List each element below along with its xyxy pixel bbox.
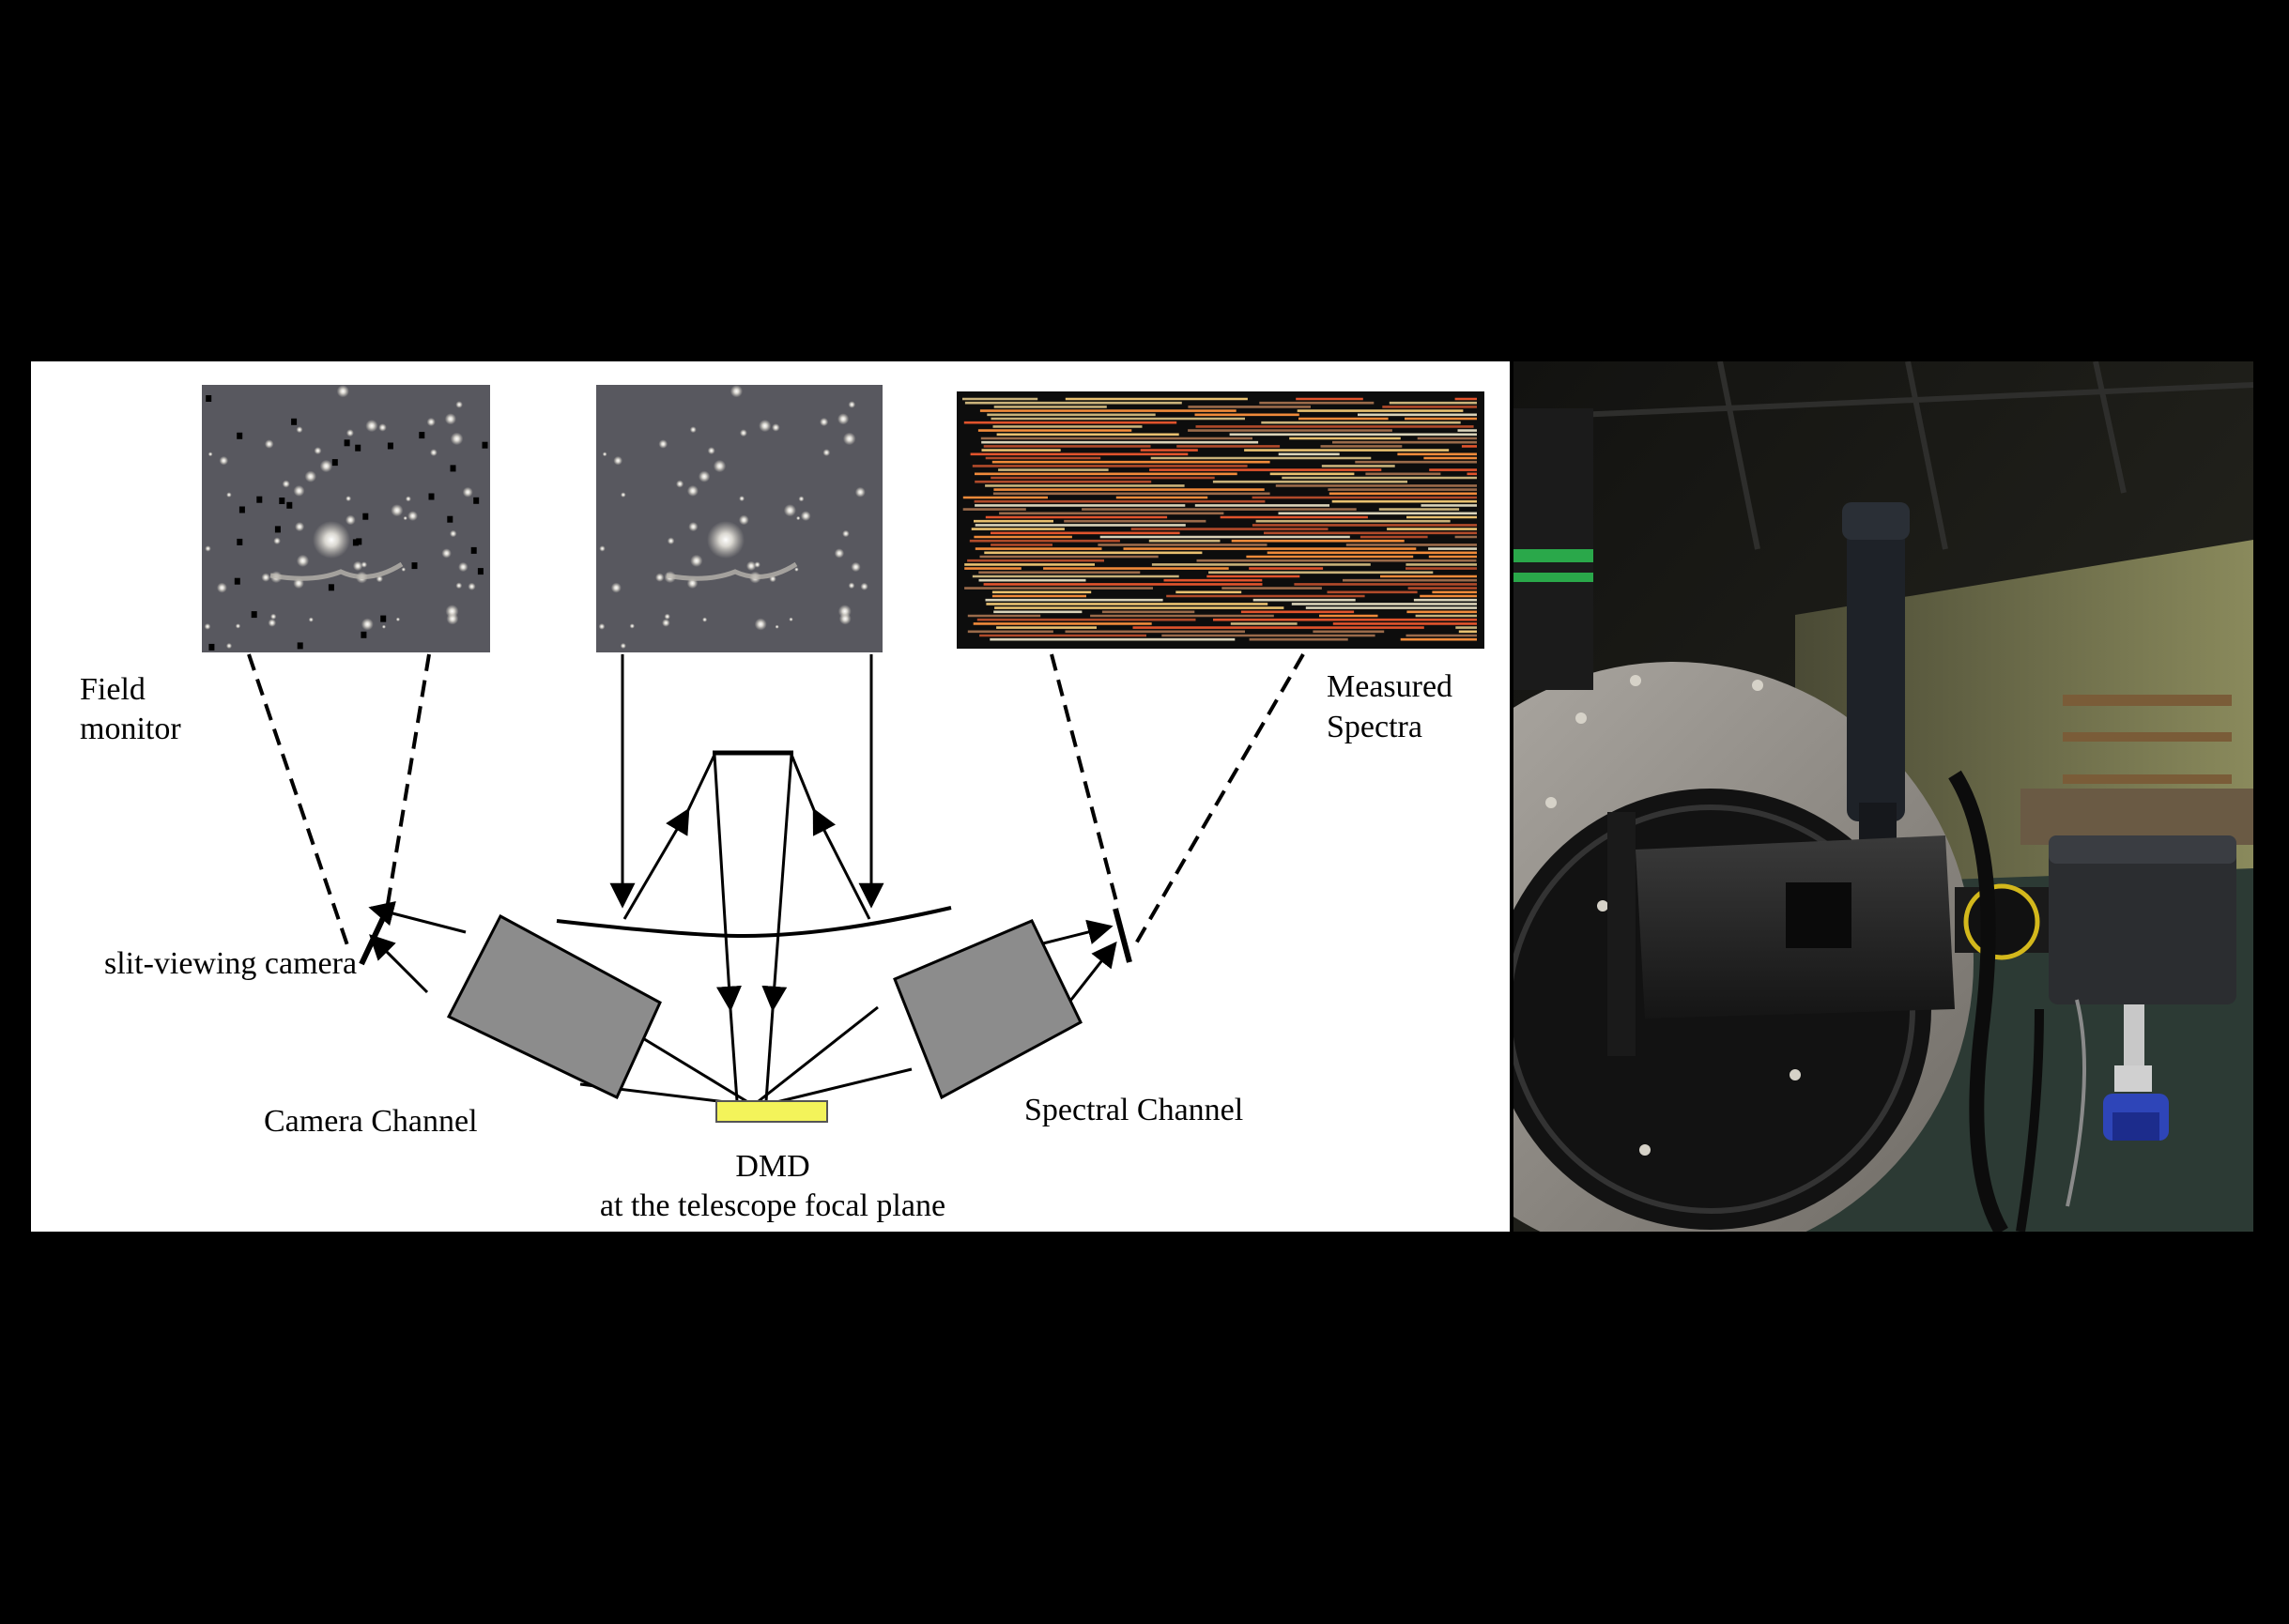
- dmd-label: DMD: [735, 1149, 810, 1184]
- dmd-rectangle: [715, 1100, 828, 1123]
- primary-mirror: [556, 906, 952, 939]
- field-monitor-label-line1: Field: [80, 672, 146, 707]
- measured-spectra-label-line2: Spectra: [1327, 710, 1422, 744]
- measured-spectra-label-line1: Measured: [1327, 669, 1453, 704]
- spectral-channel-box: [893, 919, 1083, 1100]
- measured-spectra-image: [957, 391, 1484, 649]
- optical-diagram: Field monitor Measured Spectra slit-view…: [31, 361, 1510, 1232]
- field-monitor-dashed-lines: [247, 653, 431, 949]
- diagram-drawing: [202, 385, 1484, 1123]
- dmd-focal-plane-label: at the telescope focal plane: [599, 1188, 946, 1223]
- telescope-field-image: [596, 385, 883, 652]
- field-monitor-label-line2: monitor: [80, 712, 181, 746]
- field-monitor-image: [202, 385, 490, 652]
- slit-viewing-camera-label: slit-viewing camera: [104, 946, 358, 981]
- camera-channel-label: Camera Channel: [264, 1104, 478, 1139]
- instrument-photo: [1513, 361, 2253, 1232]
- spectral-channel-label: Spectral Channel: [1024, 1093, 1244, 1127]
- slit-viewing-mirror: [359, 902, 392, 966]
- instrument-photo-drawing: [1513, 361, 2253, 1232]
- spectra-dashed-lines: [1050, 652, 1305, 945]
- camera-channel-box: [446, 913, 662, 1100]
- spectral-detector: [1113, 908, 1132, 963]
